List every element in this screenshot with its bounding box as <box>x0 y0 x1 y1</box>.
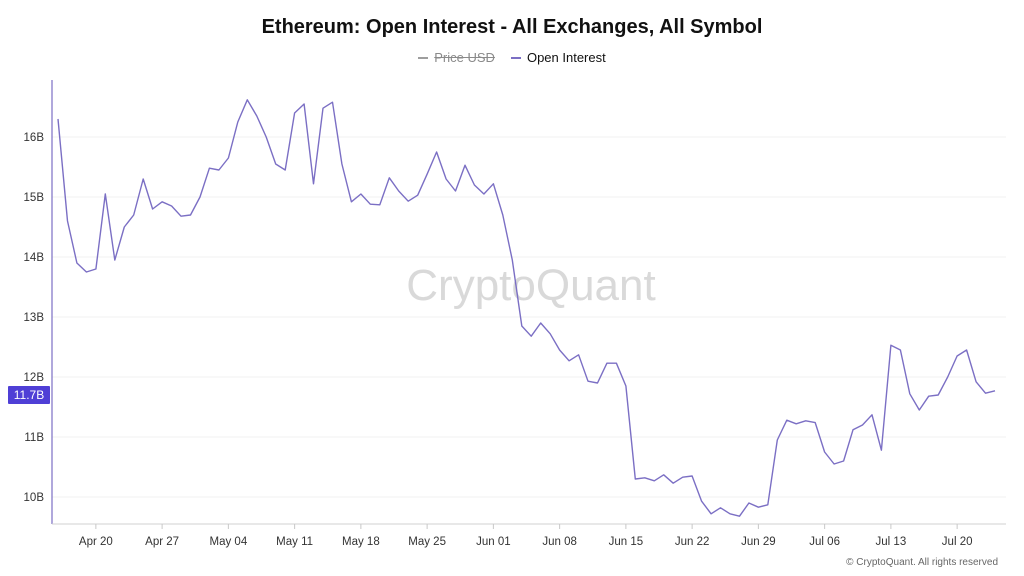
current-value-label: 11.7B <box>14 388 44 402</box>
x-tick-label: Apr 20 <box>79 536 113 548</box>
series-open-interest <box>57 99 996 517</box>
x-tick-label: Jun 01 <box>476 536 511 548</box>
watermark: CryptoQuant <box>406 261 655 310</box>
legend-swatch-price-usd <box>418 56 429 59</box>
x-tick-label: Jul 20 <box>942 536 973 548</box>
x-tick-label: Jun 08 <box>542 536 577 548</box>
series-line-open-interest <box>57 99 996 517</box>
gridlines <box>52 136 1006 498</box>
legend-swatch-open-interest <box>510 56 521 59</box>
y-tick-label: 15B <box>24 192 45 204</box>
y-tick-label: 14B <box>24 252 45 264</box>
x-tick-label: May 25 <box>408 536 446 548</box>
legend-label-open-interest: Open Interest <box>526 50 606 65</box>
legend-item-open-interest[interactable]: Open Interest <box>510 50 606 65</box>
x-tick-label: Jul 06 <box>809 536 840 548</box>
y-tick-label: 10B <box>24 492 45 504</box>
chart-legend: Price USD Open Interest <box>0 50 1024 65</box>
chart-title: Ethereum: Open Interest - All Exchanges,… <box>261 16 763 38</box>
y-axis-ticks: 10B 11B 12B 13B 14B 15B 16B <box>24 132 45 504</box>
axes <box>51 80 1006 525</box>
x-tick-label: Jun 15 <box>609 536 644 548</box>
current-value-badge <box>8 386 50 404</box>
x-axis-ticks: Apr 20 Apr 27 May 04 May 11 May 18 May 25 Jun … <box>79 524 973 548</box>
x-tick-label: May 04 <box>210 536 248 548</box>
x-tick-label: May 18 <box>342 536 380 548</box>
legend-label-price-usd: Price USD <box>434 50 495 65</box>
current-value-marker: 11.7B <box>8 386 50 404</box>
x-tick-label: Jun 29 <box>741 536 776 548</box>
copyright-text: © CryptoQuant. All rights reserved <box>846 557 998 568</box>
y-tick-label: 16B <box>24 132 45 144</box>
x-tick-label: Apr 27 <box>145 536 179 548</box>
legend-item-price-usd[interactable]: Price USD <box>418 50 495 65</box>
x-tick-label: Jul 13 <box>876 536 907 548</box>
x-tick-label: Jun 22 <box>675 536 710 548</box>
x-tick-label: May 11 <box>276 536 313 548</box>
y-tick-label: 13B <box>24 312 45 324</box>
y-tick-label: 12B <box>24 372 45 384</box>
y-tick-label: 11B <box>24 432 44 444</box>
